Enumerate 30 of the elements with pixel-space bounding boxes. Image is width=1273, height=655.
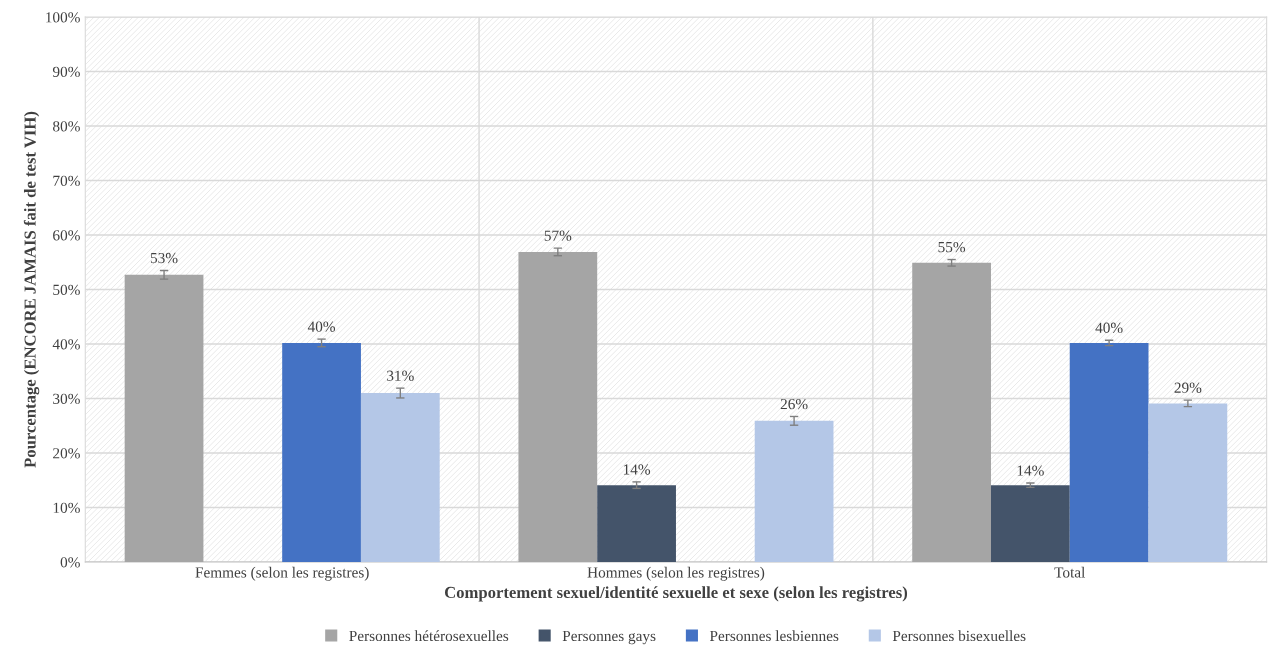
- data-label: 57%: [544, 230, 572, 241]
- y-tick-label: 90%: [52, 66, 80, 78]
- x-axis-title: Comportement sexuel/identité sexuelle et sexe (selon les registres): [444, 586, 908, 602]
- y-tick-label: 70%: [53, 175, 80, 187]
- y-tick-label: 80%: [53, 121, 80, 132]
- data-label: 53%: [150, 252, 178, 264]
- x-tick-label: Total: [1054, 566, 1086, 578]
- data-label: 26%: [780, 398, 808, 410]
- legend-label: Personnes hétérosexuelles: [349, 630, 509, 642]
- data-label: 55%: [938, 241, 966, 253]
- y-tick-label: 20%: [53, 448, 80, 459]
- data-label: 40%: [1095, 322, 1123, 333]
- data-label: 14%: [1017, 465, 1044, 476]
- y-tick-label: 10%: [53, 502, 80, 513]
- data-label: 29%: [1174, 382, 1202, 393]
- y-tick-label: 50%: [53, 284, 80, 296]
- y-tick-label: 0%: [60, 557, 80, 568]
- data-label: 40%: [307, 321, 336, 332]
- legend-label: Personnes gays: [562, 630, 656, 645]
- data-label: 14%: [623, 464, 651, 475]
- legend-label: Personnes lesbiennes: [709, 630, 839, 642]
- y-axis-title: Pourcentage (ENCORE JAMAIS fait de test VIH): [23, 111, 40, 468]
- y-tick-label: 30%: [53, 393, 80, 404]
- legend-label: Personnes bisexuelles: [892, 630, 1026, 642]
- x-tick-label: Hommes (selon les registres): [587, 566, 765, 581]
- y-tick-label: 60%: [53, 230, 80, 241]
- data-label: 31%: [387, 370, 414, 381]
- x-tick-label: Femmes (selon les registres): [195, 566, 369, 581]
- y-tick-label: 100%: [46, 12, 80, 23]
- y-tick-label: 40%: [52, 339, 80, 350]
